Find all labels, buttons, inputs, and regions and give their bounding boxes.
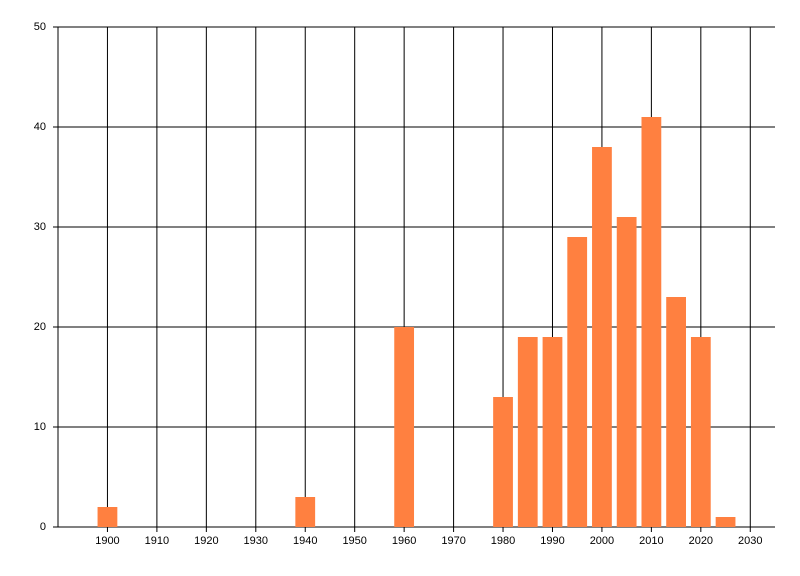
x-tick-label: 2000 bbox=[590, 535, 614, 547]
x-tick-label: 1950 bbox=[342, 535, 366, 547]
x-tick-label: 1990 bbox=[540, 535, 564, 547]
y-tick-label: 30 bbox=[34, 221, 46, 233]
x-tick-label: 2020 bbox=[689, 535, 713, 547]
x-tick-label: 1910 bbox=[145, 535, 169, 547]
bar bbox=[690, 337, 711, 527]
bar bbox=[295, 497, 316, 527]
x-tick-label: 1940 bbox=[293, 535, 317, 547]
y-tick-label: 0 bbox=[40, 521, 46, 533]
x-tick-label: 1960 bbox=[392, 535, 416, 547]
bar bbox=[592, 147, 612, 527]
x-tick-label: 1930 bbox=[244, 535, 268, 547]
bar bbox=[493, 397, 513, 527]
bar bbox=[616, 217, 637, 527]
bar bbox=[517, 337, 538, 527]
bar bbox=[542, 337, 563, 527]
bar bbox=[394, 327, 415, 527]
bar bbox=[666, 297, 686, 527]
bar bbox=[715, 517, 736, 527]
y-tick-label: 10 bbox=[34, 421, 46, 433]
y-tick-label: 20 bbox=[34, 321, 46, 333]
y-tick-label: 40 bbox=[34, 121, 46, 133]
bar bbox=[567, 237, 588, 527]
x-tick-label: 1970 bbox=[441, 535, 465, 547]
x-tick-label: 1900 bbox=[95, 535, 119, 547]
y-tick-label: 50 bbox=[34, 21, 46, 33]
x-tick-label: 1920 bbox=[194, 535, 218, 547]
x-tick-label: 2030 bbox=[738, 535, 762, 547]
x-tick-label: 2010 bbox=[639, 535, 663, 547]
bar bbox=[97, 507, 118, 527]
bar bbox=[641, 117, 662, 527]
x-tick-label: 1980 bbox=[491, 535, 515, 547]
